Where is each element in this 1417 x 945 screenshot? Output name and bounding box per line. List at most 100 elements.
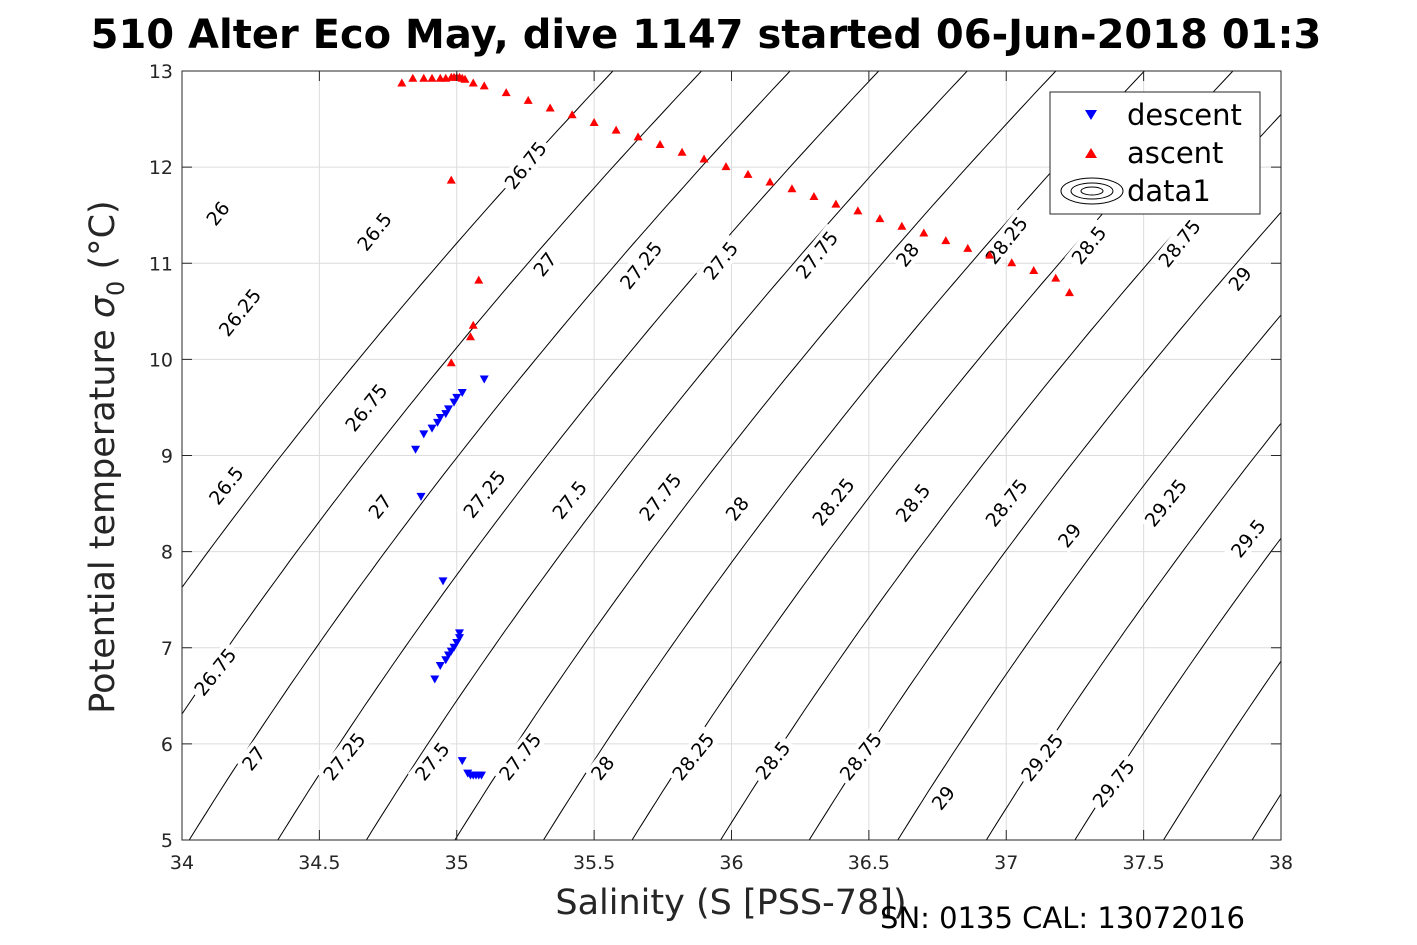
x-tick-label: 38 bbox=[1269, 852, 1293, 874]
legend-ascent-marker bbox=[1085, 148, 1097, 158]
ascent-point bbox=[1051, 273, 1061, 282]
contour-label-bg bbox=[497, 134, 554, 196]
x-axis-ticks: 34 34.5 35 35.5 36 36.5 37 37.5 38 bbox=[170, 71, 1293, 874]
descent-point bbox=[441, 410, 451, 419]
descent-point bbox=[419, 430, 429, 439]
ascent-point bbox=[677, 147, 687, 156]
y-tick-label: 5 bbox=[161, 830, 173, 852]
y-axis-label-main: Potential temperature bbox=[83, 318, 123, 714]
legend-data1-label: data1 bbox=[1127, 174, 1211, 208]
ascent-point bbox=[765, 177, 775, 186]
legend-ascent-label: ascent bbox=[1127, 136, 1223, 170]
ascent-point bbox=[1064, 288, 1074, 297]
isopycnal-contour-line bbox=[277, 71, 880, 840]
ascent-series bbox=[397, 72, 1074, 367]
ascent-point bbox=[427, 73, 437, 82]
contour-label-bg bbox=[316, 725, 372, 788]
ascent-point bbox=[809, 191, 819, 200]
contour-label-bg bbox=[889, 236, 925, 273]
contour-label-bg bbox=[350, 205, 399, 258]
ascent-point bbox=[1029, 265, 1039, 274]
ascent-point bbox=[567, 110, 577, 119]
ascent-point bbox=[460, 74, 470, 83]
x-tick-label: 35 bbox=[445, 852, 469, 874]
isopycnal-contour-line bbox=[182, 71, 703, 715]
contour-label-bg bbox=[1052, 517, 1087, 554]
descent-point bbox=[435, 662, 445, 671]
ascent-point bbox=[985, 250, 995, 259]
descent-point bbox=[457, 757, 467, 766]
y-tick-label: 7 bbox=[161, 638, 173, 660]
ascent-point bbox=[446, 358, 456, 367]
y-axis-label-sigma: σ bbox=[83, 294, 123, 318]
y-tick-label: 10 bbox=[149, 349, 173, 371]
ascent-point bbox=[787, 184, 797, 193]
contour-label-bg bbox=[407, 734, 457, 788]
descent-point bbox=[427, 424, 437, 433]
contour-label-bg bbox=[1064, 218, 1113, 272]
ascent-point bbox=[941, 236, 951, 245]
contour-label-bg bbox=[925, 779, 961, 816]
ascent-point bbox=[853, 206, 863, 215]
contour-label-bg bbox=[665, 725, 721, 788]
descent-point bbox=[454, 634, 464, 643]
y-axis-label-subscript: 0 bbox=[102, 281, 130, 296]
descent-point bbox=[452, 638, 462, 647]
y-tick-label: 6 bbox=[161, 734, 173, 756]
ascent-point bbox=[897, 221, 907, 230]
x-tick-label: 35.5 bbox=[573, 852, 615, 874]
ascent-point bbox=[545, 103, 555, 112]
ascent-point bbox=[831, 199, 841, 208]
ascent-point bbox=[479, 81, 489, 90]
contour-label-bg bbox=[362, 488, 398, 525]
contour-label-bg bbox=[1085, 752, 1142, 814]
chart-title: 510 Alter Eco May, dive 1147 started 06-… bbox=[91, 12, 1322, 58]
descent-point bbox=[435, 414, 445, 423]
x-tick-label: 34 bbox=[170, 852, 194, 874]
descent-point bbox=[476, 771, 486, 780]
ascent-point bbox=[721, 162, 731, 171]
descent-point bbox=[438, 577, 448, 586]
descent-point bbox=[454, 629, 464, 638]
x-tick-label: 37 bbox=[994, 852, 1018, 874]
legend-descent-marker bbox=[1085, 110, 1097, 120]
contour-label-bg bbox=[696, 234, 745, 287]
y-axis-label: Potential temperature σ0 (°C) bbox=[83, 200, 130, 713]
ascent-point bbox=[699, 154, 709, 163]
descent-point bbox=[433, 418, 443, 427]
isopycnal-contour-line bbox=[897, 314, 1281, 840]
legend: descent ascent data1 bbox=[1049, 91, 1261, 215]
ascent-point bbox=[468, 320, 478, 329]
legend-data1-contour-icon bbox=[1060, 177, 1124, 205]
contour-label-bg bbox=[632, 466, 688, 528]
contour-label-bg bbox=[212, 281, 268, 343]
y-tick-label: 12 bbox=[149, 157, 173, 179]
footer-serial-calibration: SN: 0135 CAL: 13072016 bbox=[880, 901, 1245, 935]
y-axis-label-unit: (°C) bbox=[83, 200, 123, 280]
ascent-point bbox=[446, 175, 456, 184]
ascent-point bbox=[963, 243, 973, 252]
descent-point bbox=[430, 675, 440, 684]
x-tick-label: 36.5 bbox=[848, 852, 890, 874]
contour-label-bg bbox=[492, 725, 548, 788]
descent-point bbox=[449, 398, 459, 407]
y-axis-ticks: 5 6 7 8 9 10 11 12 13 bbox=[149, 61, 1281, 852]
ascent-point bbox=[633, 132, 643, 141]
descent-point bbox=[457, 389, 467, 398]
contour-label-bg bbox=[456, 463, 512, 525]
x-tick-label: 34.5 bbox=[298, 852, 340, 874]
descent-point bbox=[479, 375, 489, 384]
ascent-point bbox=[523, 95, 533, 104]
descent-point bbox=[441, 656, 451, 665]
ascent-point bbox=[1007, 258, 1017, 267]
contour-label-bg bbox=[748, 733, 797, 787]
contour-label-bg bbox=[1151, 212, 1207, 274]
contour-label-bg bbox=[1137, 471, 1194, 534]
isopycnal-contour-line bbox=[188, 71, 791, 840]
ascent-point bbox=[474, 275, 484, 284]
ascent-point bbox=[743, 169, 753, 178]
contour-label-bg bbox=[832, 725, 889, 788]
contour-label-bg bbox=[236, 740, 271, 777]
ascent-point bbox=[408, 73, 418, 82]
